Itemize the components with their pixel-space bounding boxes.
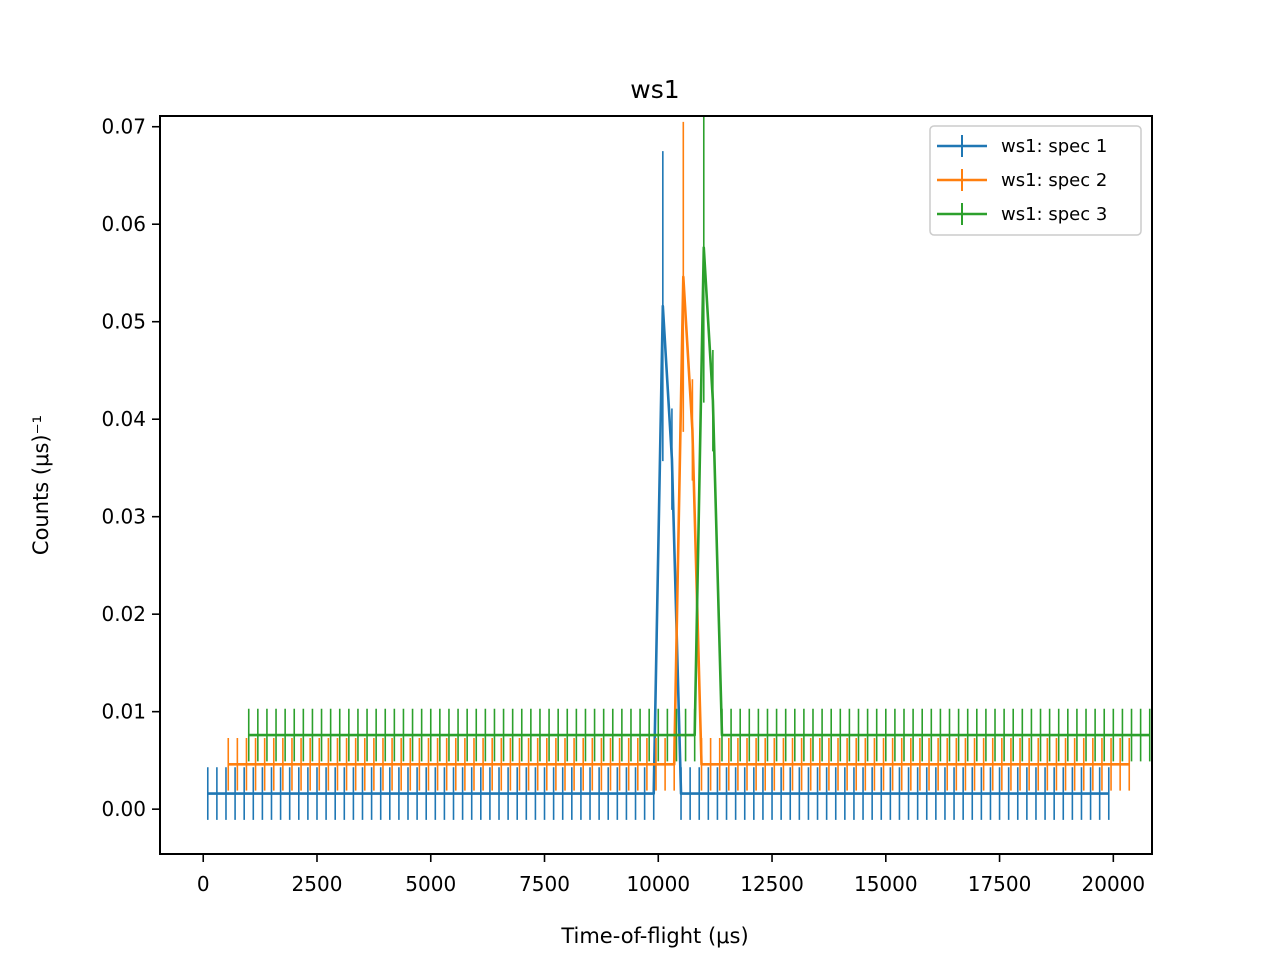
y-tick-label: 0.07 — [101, 115, 146, 139]
x-tick-label: 15000 — [854, 872, 918, 896]
y-axis-title: Counts (μs)⁻¹ — [29, 415, 53, 555]
x-axis: 0 2500 5000 7500 10000 12500 15000 17500 20000 — [197, 854, 1145, 896]
legend-entry-label: ws1: spec 3 — [1001, 204, 1107, 225]
y-axis: 0.00 0.01 0.02 0.03 0.04 0.05 0.06 0.07 — [101, 115, 160, 821]
series-line — [207, 304, 1109, 795]
chart-title: ws1 — [630, 75, 679, 104]
y-tick-label: 0.01 — [101, 700, 146, 724]
y-tick-label: 0.04 — [101, 407, 146, 431]
y-tick-label: 0.00 — [101, 797, 146, 821]
x-tick-label: 10000 — [626, 872, 690, 896]
x-axis-title: Time-of-flight (μs) — [560, 924, 748, 948]
legend-entry-label: ws1: spec 2 — [1001, 170, 1107, 191]
x-tick-label: 7500 — [519, 872, 570, 896]
x-tick-label: 2500 — [292, 872, 343, 896]
legend-box — [929, 125, 1142, 236]
x-tick-label: 0 — [197, 872, 210, 896]
x-tick-label: 5000 — [405, 872, 456, 896]
y-tick-label: 0.05 — [101, 310, 146, 334]
series-line — [248, 246, 1150, 737]
series-layer — [206, 116, 1151, 820]
legend: ws1: spec 1 ws1: spec 2 ws1: spec 3 — [929, 125, 1142, 236]
x-tick-label: 20000 — [1082, 872, 1146, 896]
x-tick-label: 17500 — [968, 872, 1032, 896]
series-2 — [227, 121, 1131, 791]
legend-entry-label: ws1: spec 1 — [1001, 136, 1107, 157]
y-tick-label: 0.06 — [101, 212, 146, 236]
series-3 — [247, 116, 1151, 762]
x-tick-label: 12500 — [740, 872, 804, 896]
y-tick-label: 0.02 — [101, 602, 146, 626]
series-1 — [206, 151, 1110, 820]
series-line — [228, 275, 1130, 766]
y-tick-label: 0.03 — [101, 505, 146, 529]
plot-frame — [159, 115, 1153, 855]
